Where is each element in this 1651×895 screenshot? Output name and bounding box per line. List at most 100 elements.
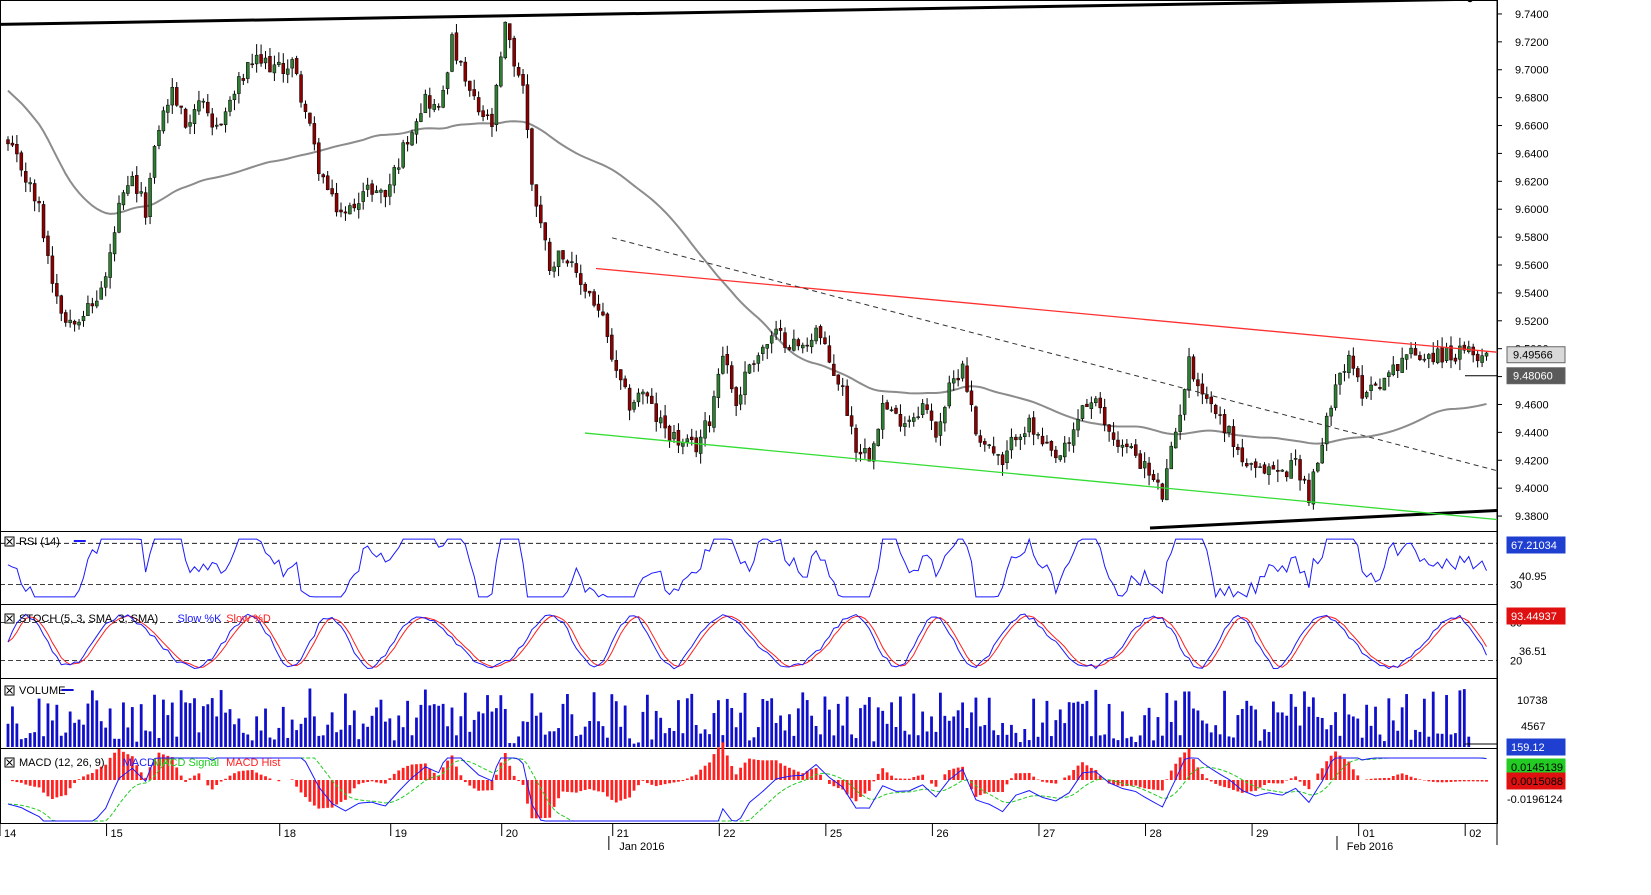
candle-down-body: [459, 60, 463, 63]
candle: [601, 302, 605, 317]
candle: [814, 324, 818, 345]
candle-down-body: [210, 113, 214, 128]
candle-up-body: [1289, 460, 1293, 479]
candle: [1098, 392, 1102, 414]
candle-up-body: [170, 87, 175, 106]
candle: [898, 404, 903, 432]
candle: [463, 57, 468, 87]
candle: [370, 179, 374, 202]
volume-bar: [90, 690, 94, 747]
candle: [738, 386, 743, 411]
volume-bar: [912, 693, 916, 747]
candle: [1293, 449, 1298, 466]
macd-histogram-bar: [539, 780, 543, 819]
volume-bar: [1036, 736, 1040, 747]
candle: [592, 289, 596, 308]
volume-bar: [668, 727, 671, 747]
candle: [570, 251, 574, 268]
volume-panel[interactable]: VOLUME 10738 4567 159.12: [4, 685, 1566, 756]
candle-up-body: [556, 250, 561, 268]
macd-histogram-bar: [1449, 780, 1453, 782]
volume-bar: [126, 727, 130, 747]
candle: [55, 273, 59, 304]
macd-histogram-bar: [508, 765, 512, 780]
macd-histogram-bar: [970, 780, 973, 790]
candle: [1089, 396, 1094, 419]
volume-bar: [1387, 698, 1391, 747]
macd-histogram-bar: [685, 778, 689, 780]
macd-histogram-bar: [55, 780, 59, 798]
volume-bar: [352, 710, 356, 747]
macd-histogram-bar: [1414, 778, 1417, 780]
macd-histogram-bar: [1427, 780, 1431, 782]
candle-up-body: [814, 327, 818, 342]
volume-bar: [37, 698, 41, 747]
candle: [787, 344, 792, 351]
macd-histogram-bar: [610, 780, 614, 800]
macd-histogram-bar: [188, 778, 192, 780]
price-panel[interactable]: 9.7400 9.7200 9.7000 9.6800 9.6600 9.6400 9.62…: [6, 9, 1566, 523]
macd-histogram-bar: [11, 780, 14, 782]
macd-histogram-bar: [743, 762, 747, 780]
candle: [170, 78, 175, 114]
candle: [174, 82, 179, 107]
candle: [139, 181, 143, 197]
volume-bar: [583, 726, 587, 747]
volume-bar: [557, 728, 560, 747]
candle-down-body: [1418, 355, 1422, 360]
volume-bar: [432, 704, 436, 747]
volume-bar: [1089, 736, 1093, 747]
candle: [872, 441, 876, 470]
candle: [605, 312, 610, 343]
month-label: Feb 2016: [1347, 841, 1393, 853]
stoch-panel[interactable]: 8020STOCH (5, 3, SMA, 3, SMA)Slow %KSlow…: [0, 607, 1566, 670]
indicator-badge-label: 67.21034: [1511, 540, 1557, 552]
stoch-value-label: 36.51: [1519, 646, 1547, 658]
candle: [1338, 372, 1342, 395]
indicator-value-badge: 0.0015088: [1506, 772, 1566, 790]
volume-bar: [1107, 703, 1111, 747]
volume-bar: [1445, 695, 1448, 747]
candle-up-body: [712, 396, 716, 428]
candle: [63, 309, 68, 327]
candle: [1107, 423, 1111, 442]
macd-histogram-bar: [1138, 780, 1142, 788]
candle-down-body: [1205, 394, 1209, 399]
candle-up-body: [1391, 364, 1396, 375]
volume-bar: [19, 739, 23, 747]
candle: [130, 171, 135, 187]
candle: [539, 195, 543, 229]
macd-histogram-bar: [783, 765, 787, 780]
candle: [290, 57, 294, 78]
volume-bar: [854, 738, 858, 747]
candle: [339, 202, 343, 218]
volume-bar: [1360, 737, 1364, 747]
candle-up-body: [920, 403, 925, 415]
indicator-value-badge: 0.0145139: [1506, 758, 1566, 776]
candle-up-body: [1480, 355, 1484, 363]
candle: [698, 429, 703, 464]
candle-up-body: [738, 394, 743, 405]
macd-histogram-bar: [1289, 778, 1293, 780]
macd-histogram-bar: [1001, 780, 1004, 793]
candle: [259, 44, 263, 67]
macd-histogram-bar: [503, 752, 507, 780]
price-tick-label: 9.7200: [1515, 37, 1549, 49]
volume-bar: [6, 723, 10, 747]
macd-histogram-bar: [77, 779, 81, 780]
volume-bar: [415, 717, 418, 747]
candle-down-body: [725, 354, 730, 366]
macd-histogram-bar: [930, 780, 933, 784]
macd-histogram-bar: [574, 780, 578, 793]
candle-down-body: [32, 183, 37, 202]
channel-anchor-point: [1467, 0, 1473, 3]
macd-histogram-bar: [259, 774, 263, 780]
volume-bar: [308, 688, 312, 747]
candle-down-body: [547, 241, 552, 271]
candle: [1289, 452, 1293, 479]
macd-histogram-bar: [907, 778, 911, 780]
candle-up-body: [423, 93, 428, 114]
candle: [769, 331, 774, 354]
